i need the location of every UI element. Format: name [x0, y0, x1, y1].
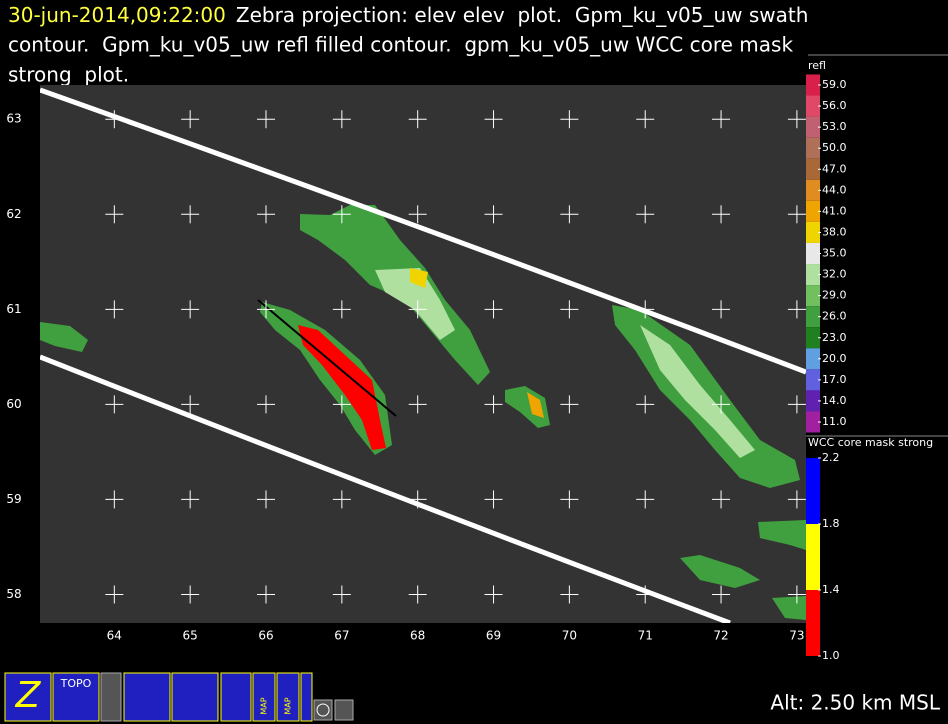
tool-icon[interactable] — [171, 672, 219, 722]
colorbar-swatch — [806, 390, 820, 412]
echo — [298, 325, 386, 450]
colorbar-swatch — [806, 524, 820, 590]
tool-icon[interactable] — [100, 672, 122, 722]
colorbar-swatch — [806, 590, 820, 656]
colorbar-swatch — [806, 458, 820, 524]
colorbar-label: 41.0 — [822, 204, 847, 217]
colorbar-swatch — [806, 411, 820, 433]
colorbar-swatch — [806, 306, 820, 328]
y-tick-label: 63 — [6, 112, 21, 126]
colorbar-label: 26.0 — [822, 310, 847, 323]
tool-icon[interactable] — [313, 699, 333, 721]
echo — [410, 268, 428, 288]
colorbar-swatch — [806, 137, 820, 159]
x-tick-label: 69 — [486, 629, 501, 643]
colorbar-swatch — [806, 95, 820, 117]
colorbar-label: 32.0 — [822, 268, 847, 281]
timestamp: 30-jun-2014,09:22:00 — [8, 3, 226, 27]
tool-icon[interactable] — [220, 672, 252, 722]
tool-label: MAP — [284, 697, 293, 714]
radar-layer — [40, 87, 806, 623]
echo — [758, 520, 806, 550]
echo — [40, 322, 88, 352]
colorbar-title: WCC core mask strong — [808, 436, 933, 449]
colorbar-label: 14.0 — [822, 394, 847, 407]
colorbar-swatch — [806, 200, 820, 222]
echo — [640, 325, 755, 458]
tool-icon-glyph — [316, 703, 330, 717]
colorbar-swatch — [806, 158, 820, 180]
colorbar-label: 38.0 — [822, 225, 847, 238]
x-tick-label: 65 — [183, 629, 198, 643]
colorbar-label: 50.0 — [822, 141, 847, 154]
tool-label: MAP — [260, 697, 269, 714]
colorbar-swatch — [806, 369, 820, 391]
x-tick-label: 71 — [638, 629, 653, 643]
colorbar-label: 1.0 — [822, 649, 840, 662]
tool-icon[interactable] — [252, 672, 276, 722]
header-text: strong plot. — [8, 63, 129, 87]
altitude-status: Alt: 2.50 km MSL — [770, 691, 940, 715]
tool-icon[interactable] — [52, 672, 100, 722]
tool-icon[interactable] — [334, 699, 354, 721]
x-tick-label: 70 — [562, 629, 577, 643]
x-tick-label: 68 — [410, 629, 425, 643]
colorbar-label: 23.0 — [822, 331, 847, 344]
colorbar-label: 1.8 — [822, 517, 840, 530]
x-tick-label: 64 — [107, 629, 122, 643]
swath-edge — [40, 87, 806, 375]
colorbar-swatch — [806, 221, 820, 243]
y-tick-label: 61 — [6, 302, 21, 316]
colorbar-label: 17.0 — [822, 373, 847, 386]
colorbar-label: 20.0 — [822, 352, 847, 365]
y-tick-label: 60 — [6, 397, 21, 411]
colorbar-swatch — [806, 179, 820, 201]
colorbar-label: 29.0 — [822, 289, 847, 302]
colorbar-swatch — [806, 242, 820, 265]
echo — [680, 555, 760, 588]
cross-section-line — [257, 299, 397, 417]
y-tick-label: 58 — [6, 587, 21, 601]
echo — [260, 302, 392, 455]
colorbar-label: 53.0 — [822, 120, 847, 133]
tool-icon-glyph: Z — [15, 675, 42, 716]
y-tick-label: 62 — [6, 207, 21, 221]
swath-edge — [40, 354, 731, 623]
tool-icon[interactable] — [4, 672, 52, 722]
tool-icon[interactable] — [300, 672, 313, 722]
colorbar-label: 44.0 — [822, 183, 847, 196]
colorbar-swatch — [806, 327, 820, 349]
echo — [527, 392, 544, 418]
echo — [505, 386, 550, 428]
colorbar-label: 56.0 — [822, 99, 847, 112]
tool-icon[interactable] — [123, 672, 171, 722]
colorbar-label: 1.4 — [822, 583, 840, 596]
header-text: Zebra projection: elev elev plot. Gpm_ku… — [236, 3, 809, 27]
tool-icon[interactable] — [276, 672, 300, 722]
tool-label: TOPO — [60, 677, 92, 690]
echo — [375, 268, 455, 340]
colorbar-label: 47.0 — [822, 162, 847, 175]
colorbar-swatch — [806, 74, 820, 96]
colorbar-swatch — [806, 348, 820, 370]
colorbar-swatch — [806, 116, 820, 138]
x-tick-label: 66 — [258, 629, 273, 643]
x-tick-label: 72 — [713, 629, 728, 643]
colorbar-label: 35.0 — [822, 247, 847, 260]
toolbar: Z TOPO MAP MAP — [4, 672, 354, 722]
colorbar-label: 59.0 — [822, 78, 847, 91]
echo — [772, 596, 806, 620]
colorbar-swatch — [806, 264, 820, 286]
header-text: contour. Gpm_ku_v05_uw refl filled conto… — [8, 33, 793, 57]
y-tick-label: 59 — [6, 492, 21, 506]
x-tick-label: 73 — [789, 629, 804, 643]
x-tick-label: 67 — [334, 629, 349, 643]
colorbar-swatch — [806, 285, 820, 307]
header-line: 30-jun-2014,09:22:00 Zebra projection: el… — [8, 3, 808, 27]
colorbar-title: refl — [808, 59, 826, 72]
colorbar-label: 2.2 — [822, 451, 840, 464]
colorbar-label: 11.0 — [822, 415, 847, 428]
